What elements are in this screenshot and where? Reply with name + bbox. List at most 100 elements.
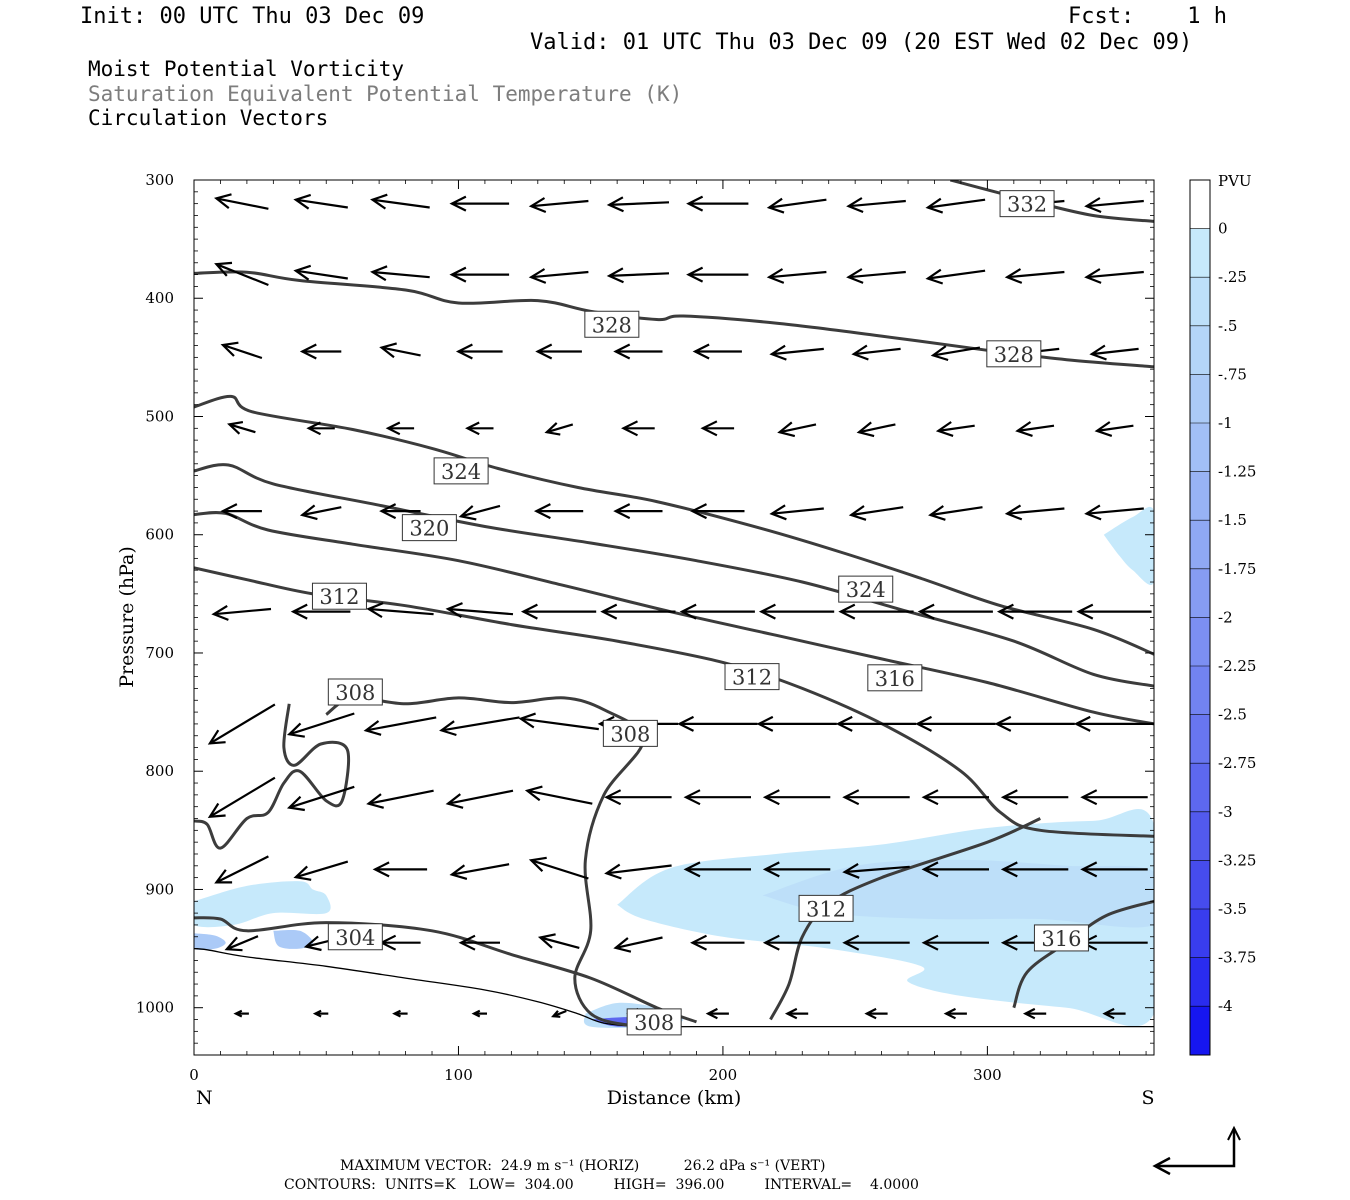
field-title-vectors: Circulation Vectors [88,106,329,130]
circulation-vector [449,863,510,880]
y-tick-label: 400 [145,289,174,307]
circulation-vector [777,421,817,438]
circulation-vector [370,193,430,210]
circulation-vector [524,785,593,805]
circulation-vector [551,1009,567,1018]
circulation-vector [921,789,989,806]
x-tick-label: 0 [189,1066,199,1084]
colorbar-label: -.5 [1218,317,1237,335]
circulation-vector [379,934,421,951]
contour-label-text: 308 [610,722,650,746]
circulation-vector [692,343,742,360]
circulation-vector [518,712,599,731]
circulation-vector [1004,504,1065,521]
circulation-vector [762,861,831,878]
y-tick-label: 700 [145,644,174,662]
circulation-vector [214,855,269,884]
colorbar-label: -2.5 [1218,706,1247,724]
theta-contour-320-3 [194,463,1154,688]
theta-contour-316-4 [194,511,1154,726]
colorbar-label: -4 [1218,997,1233,1015]
colorbar-swatch [1190,957,1210,1007]
valid-time: Valid: 01 UTC Thu 03 Dec 09 (20 EST Wed … [530,30,1193,55]
contour-label-text: 308 [634,1011,674,1035]
y-tick-label: 800 [145,762,174,780]
contour-label-304: 304 [327,923,383,951]
contour-label-312: 312 [724,663,780,691]
circulation-vector [220,503,262,520]
max-vector-note: MAXIMUM VECTOR: 24.9 m s⁻¹ (HORIZ) 26.2 … [340,1158,826,1174]
circulation-vector [1073,715,1154,732]
circulation-vector [439,716,520,737]
colorbar-swatch [1190,617,1210,666]
circulation-vector [700,420,735,437]
pv-region-5 [273,929,313,949]
circulation-vector [677,715,758,732]
circulation-vector [293,193,348,210]
pv-shading-layer [194,506,1154,1028]
circulation-vector [925,268,986,285]
axes-layer: 300 400 500 600 700 800 900 1000 0 100 200 300 [136,171,1154,1084]
circulation-vector [293,264,348,281]
circulation-vector [842,862,910,879]
circulation-vector [769,504,824,521]
circulation-vector [762,934,831,951]
x-tick-label: 100 [444,1066,473,1084]
circulation-vector [683,789,751,806]
circulation-vector [928,505,983,521]
theta-contour-308-6 [325,696,676,1028]
circulation-vector [385,421,415,436]
terrain-line [194,947,1154,1028]
south-end-label: S [1141,1087,1154,1109]
contour-label-316: 316 [1033,924,1089,952]
circulation-vector [1000,789,1069,806]
circulation-vector [756,715,837,732]
colorbar-swatch [1190,325,1210,375]
contour-label-text: 316 [1041,927,1081,951]
colorbar-swatch [1190,568,1210,618]
contour-label-text: 320 [409,517,449,541]
contour-label-320: 320 [401,514,457,542]
circulation-vector [686,195,749,212]
y-tick-label: 600 [145,526,174,544]
circulation-vector [838,603,914,620]
circulation-vector [600,603,676,620]
circulation-vector [835,715,917,732]
field-title-mpv: Moist Potential Vorticity [88,57,405,81]
contour-label-308: 308 [327,678,383,706]
colorbar-label: -2.75 [1218,754,1256,772]
circulation-vector [449,195,510,212]
theta-contour-328-1 [194,270,1154,369]
circulation-vector [766,197,827,214]
circulation-vector [213,193,269,210]
circulation-vector [544,422,574,436]
circulation-vector [379,342,421,359]
circulation-vector [925,197,986,214]
circulation-vector [1080,789,1148,806]
circulation-vector [370,265,430,282]
contour-label-text: 324 [441,460,481,484]
circulation-vector [935,421,975,437]
colorbar-label: -3.75 [1218,949,1256,967]
colorbar-swatch [1190,374,1210,423]
contour-label-308: 308 [626,1008,682,1036]
circulation-vector [784,1007,809,1020]
circulation-vector [769,344,824,361]
colorbar-swatch [1190,228,1210,278]
circulation-vector [379,503,421,520]
circulation-vector [286,785,355,812]
circulation-vector [996,603,1073,620]
circulation-vector [705,1007,729,1020]
circulation-vector [449,266,510,283]
circulation-vector [207,776,276,818]
circulation-vector [535,343,582,360]
circulation-vector [994,715,1075,732]
circulation-vector [690,503,745,520]
contour-label-text: 324 [846,578,886,602]
circulation-vector [1076,603,1152,620]
contour-label-text: 312 [806,897,846,921]
circulation-vector [458,504,501,521]
contour-info-note: CONTOURS: UNITS=K LOW= 304.00 HIGH= 396.… [284,1177,919,1193]
colorbar-swatch [1190,471,1210,521]
circulation-vector [290,603,351,620]
